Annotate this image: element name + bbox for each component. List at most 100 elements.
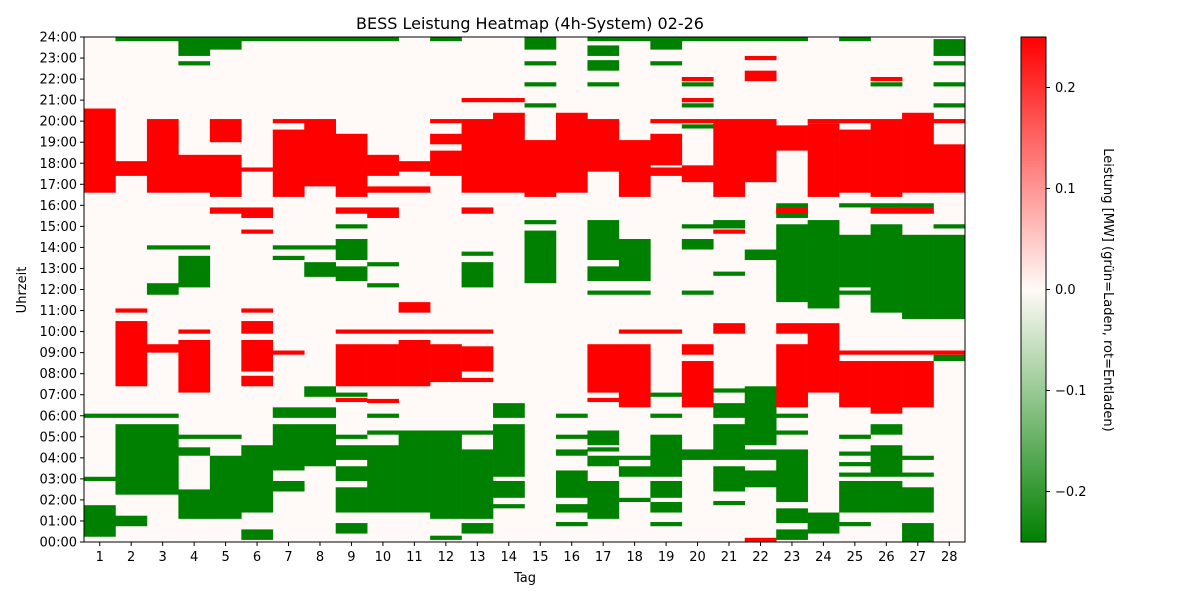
y-tick-label: 18:00 <box>40 157 77 172</box>
heatmap-cell-day12-discharge-0 <box>430 344 462 383</box>
heatmap-cell-day9-charge-2 <box>335 466 368 481</box>
heatmap-cell-day2-charge-3 <box>115 37 148 42</box>
colorbar: 0.2 0.1 0.0 −0.1 −0.2 Leistung [MW] (grün=La… <box>1020 36 1115 543</box>
x-tick-label: 20 <box>689 550 706 565</box>
y-tick-label: 15:00 <box>40 220 77 235</box>
heatmap-cell-day15-charge-0 <box>524 230 557 284</box>
heatmap-cell-day9-discharge-1 <box>335 344 368 387</box>
heatmap-cell-day9-charge-1 <box>335 487 368 513</box>
heatmap-cell-day16-discharge-0 <box>555 112 588 193</box>
heatmap-cell-day9-charge-7 <box>335 239 368 261</box>
heatmap-cell-day3-discharge-0 <box>146 344 179 353</box>
y-tick-label: 02:00 <box>40 493 77 508</box>
heatmap-cell-day17-charge-6 <box>587 220 620 261</box>
heatmap-cell-day25-discharge-0 <box>839 361 871 408</box>
heatmap-cell-day25-charge-1 <box>839 480 871 513</box>
x-tick-label: 22 <box>752 550 769 565</box>
heatmap-cell-day1-charge-0 <box>84 505 116 537</box>
heatmap-cell-day6-charge-2 <box>241 37 274 42</box>
heatmap-cell-day22-charge-0 <box>744 470 777 488</box>
x-axis-label: Tag <box>513 571 536 586</box>
y-tick-label: 21:00 <box>40 94 77 109</box>
heatmap-cell-day4-discharge-1 <box>178 329 211 334</box>
x-tick-label: 9 <box>347 550 355 565</box>
heatmap-cell-day3-discharge-1 <box>146 119 179 193</box>
heatmap-cell-day27-charge-4 <box>902 234 934 319</box>
heatmap-cell-day21-charge-4 <box>713 388 746 393</box>
heatmap-cell-day25-discharge-3 <box>839 119 871 124</box>
heatmap-cell-day4-discharge-2 <box>178 154 211 193</box>
y-tick-label: 03:00 <box>40 472 77 487</box>
x-tick-label: 25 <box>847 550 864 565</box>
x-tick-label: 8 <box>316 550 324 565</box>
heatmap-cell-day18-discharge-0 <box>618 344 651 408</box>
heatmap-cell-day2-discharge-1 <box>115 308 148 313</box>
colorbar-gradient <box>1020 36 1047 543</box>
x-tick-label: 27 <box>910 550 927 565</box>
heatmap-cell-day14-charge-1 <box>493 480 525 498</box>
heatmap-cell-day19-charge-2 <box>650 480 683 498</box>
heatmap-cell-day6-discharge-5 <box>241 207 274 218</box>
heatmap-cell-day18-charge-4 <box>618 239 651 282</box>
x-tick-label: 7 <box>284 550 292 565</box>
heatmap-cell-day14-charge-0 <box>493 504 525 509</box>
heatmap-cell-day20-discharge-3 <box>681 119 714 124</box>
x-tick-label: 28 <box>941 550 958 565</box>
heatmap-cell-day22-discharge-1 <box>744 119 777 183</box>
heatmap-cell-day6-discharge-4 <box>241 229 274 234</box>
heatmap-cell-day28-charge-0 <box>933 234 966 319</box>
heatmap-cell-day8-charge-2 <box>304 386 337 397</box>
heatmap-cell-day13-charge-1 <box>461 449 494 519</box>
heatmap-cell-day13-charge-2 <box>461 430 494 435</box>
heatmap-cell-day4-charge-5 <box>178 61 211 66</box>
x-tick-label: 12 <box>438 550 455 565</box>
x-tick-label: 24 <box>815 550 832 565</box>
heatmap-cell-day13-discharge-2 <box>461 329 494 334</box>
y-tick-label: 20:00 <box>40 115 77 130</box>
heatmap-cell-day6-charge-0 <box>241 529 274 540</box>
heatmap-cell-day7-charge-1 <box>272 424 305 471</box>
heatmap-cell-day12-discharge-3 <box>430 133 462 145</box>
heatmap-cell-day23-charge-4 <box>776 413 808 418</box>
x-tick-label: 11 <box>406 550 423 565</box>
heatmap-cell-day28-charge-2 <box>933 103 966 108</box>
heatmap-cell-day9-charge-4 <box>335 434 368 439</box>
heatmap-cell-day7-charge-2 <box>272 407 305 418</box>
y-tick-label: 23:00 <box>40 52 77 67</box>
heatmap-cell-day17-charge-2 <box>587 447 620 452</box>
heatmap-cell-day12-discharge-1 <box>430 329 462 334</box>
heatmap-cell-day1-charge-1 <box>84 476 116 481</box>
heatmap-cell-day20-discharge-4 <box>681 98 714 103</box>
heatmap-cell-day27-discharge-1 <box>902 350 934 355</box>
y-tick-label: 01:00 <box>40 514 77 529</box>
heatmap-cell-day19-charge-0 <box>650 522 683 527</box>
heatmap-cell-day20-charge-3 <box>681 224 714 229</box>
heatmap-cell-day13-charge-0 <box>461 523 494 534</box>
heatmap-cell-day20-discharge-2 <box>681 165 714 183</box>
x-tick-label: 14 <box>500 550 517 565</box>
heatmap-cell-day9-charge-9 <box>335 37 368 42</box>
plot-area <box>83 36 966 543</box>
heatmap-cell-day1-charge-2 <box>84 413 116 418</box>
heatmap-cell-day17-charge-4 <box>587 290 620 295</box>
heatmap-cell-day28-charge-1 <box>933 224 966 229</box>
heatmap-cell-day25-charge-7 <box>839 234 871 288</box>
heatmap-cell-day21-discharge-1 <box>713 229 746 234</box>
heatmap-cell-day13-charge-3 <box>461 262 494 288</box>
heatmap-cell-day4-charge-0 <box>178 489 211 519</box>
heatmap-cell-day7-charge-0 <box>272 480 305 492</box>
y-tick-label: 04:00 <box>40 451 77 466</box>
heatmap-cells <box>84 37 966 542</box>
heatmap-cell-day20-discharge-0 <box>681 361 714 408</box>
heatmap-cell-day6-charge-1 <box>241 445 274 513</box>
heatmap-cell-day12-discharge-2 <box>430 150 462 176</box>
heatmap-cell-day24-charge-0 <box>807 512 840 534</box>
heatmap-cell-day21-charge-6 <box>713 220 746 229</box>
heatmap-cell-day24-discharge-2 <box>807 119 840 124</box>
heatmap-cell-day25-charge-2 <box>839 472 871 477</box>
heatmap-cell-day3-charge-2 <box>146 283 179 295</box>
heatmap-cell-day25-charge-4 <box>839 451 871 456</box>
heatmap-cell-day9-discharge-0 <box>335 397 368 403</box>
y-tick-label: 24:00 <box>40 31 77 46</box>
